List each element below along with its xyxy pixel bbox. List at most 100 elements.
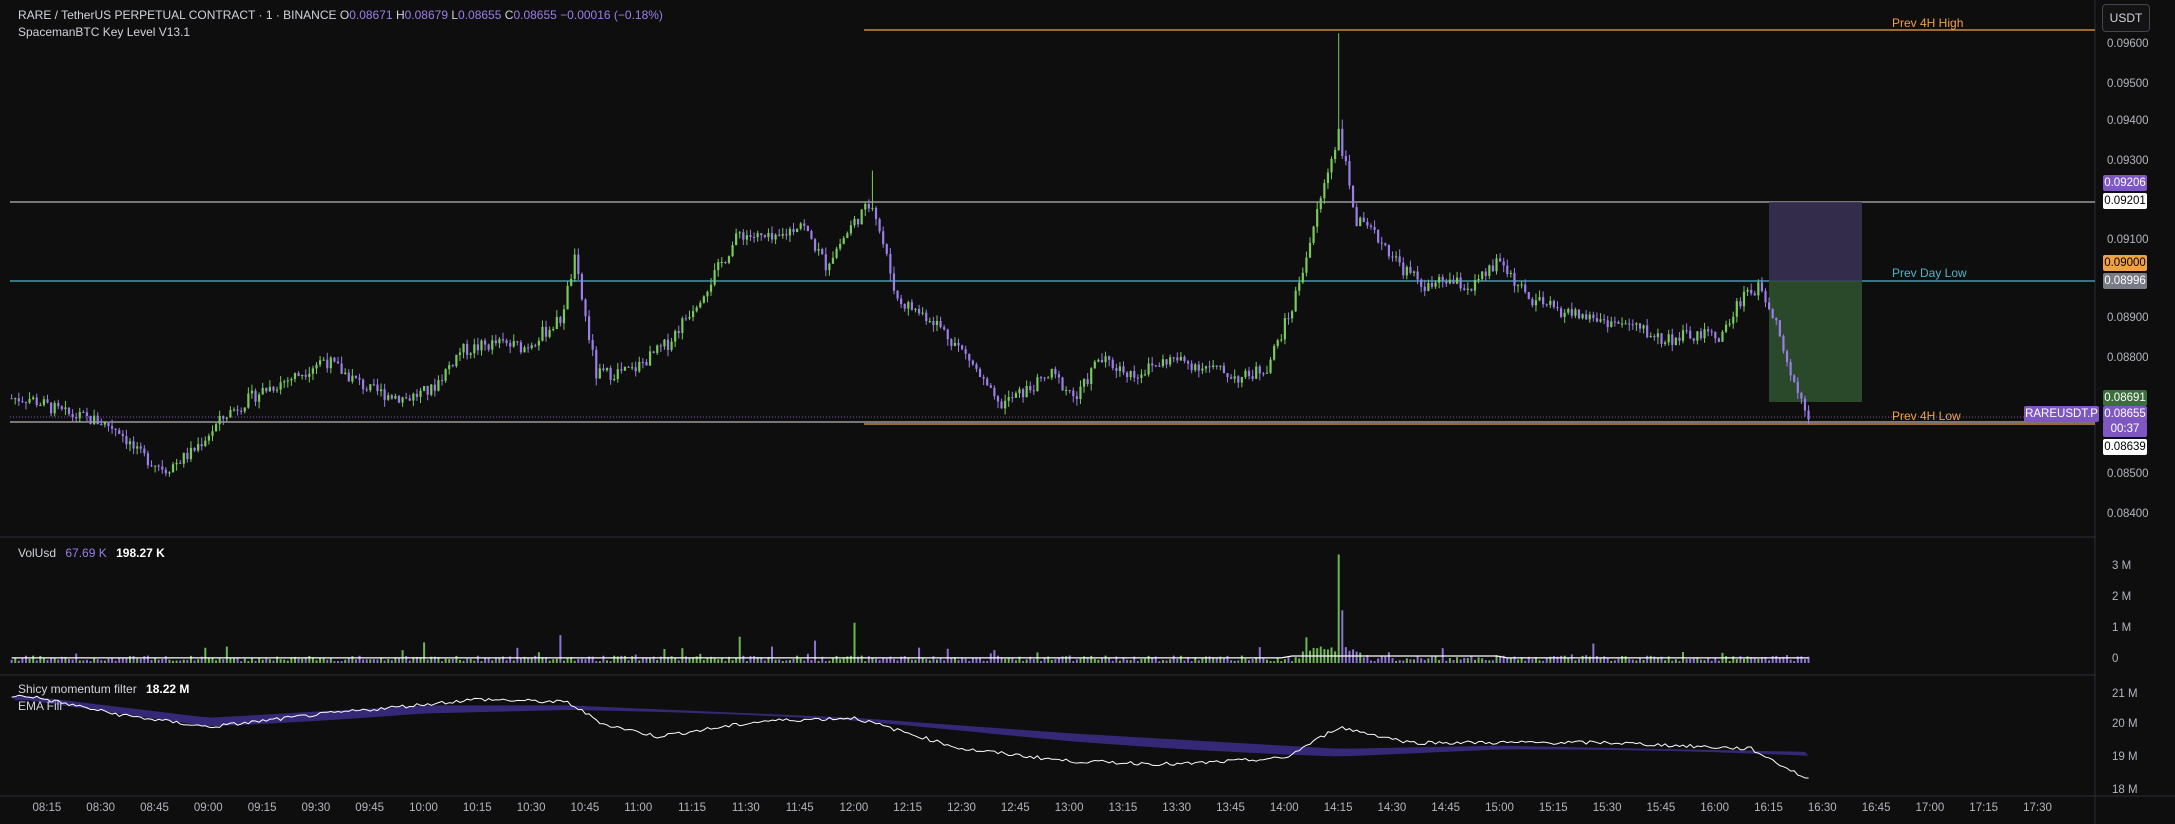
candle-body <box>813 239 817 251</box>
candle-body <box>1703 329 1706 339</box>
candle-body <box>971 360 974 365</box>
candle-body <box>57 402 60 407</box>
candle-body <box>1473 280 1477 291</box>
volume-bar <box>788 660 791 663</box>
volume-bar <box>1549 656 1552 663</box>
candle-body <box>179 462 182 464</box>
candle-body <box>1423 286 1426 291</box>
ema-fill-band <box>11 696 1809 757</box>
volume-bar <box>383 660 386 663</box>
volume-bar <box>369 659 372 663</box>
candle-body <box>602 368 605 371</box>
volume-bar <box>10 659 13 663</box>
candle-body <box>756 233 759 238</box>
volume-value-1: 67.69 K <box>65 546 107 560</box>
candle-body <box>530 345 533 349</box>
time-axis-label: 13:45 <box>1216 802 1245 814</box>
candle-body <box>372 384 375 386</box>
candle-body <box>24 401 28 403</box>
price-tag: 0.09206 <box>2103 175 2147 191</box>
candle-body <box>921 312 924 314</box>
candle-body <box>315 364 318 369</box>
candle-body <box>1068 390 1071 392</box>
volume-bar <box>570 657 573 663</box>
volume-bar <box>1004 658 1007 663</box>
candle-body <box>1122 366 1125 373</box>
momentum-legend[interactable]: Shicy momentum filter 18.22 M <box>18 682 189 696</box>
candle-body <box>75 416 78 419</box>
time-axis[interactable]: 08:15 08:30 08:45 09:00 09:15 09:30 09:45 10:00… <box>0 796 2175 824</box>
volume-bar <box>573 660 576 663</box>
volume-bar <box>1387 652 1390 663</box>
candle-body <box>1524 284 1527 292</box>
candle-body <box>1108 356 1111 360</box>
candle-body <box>1047 377 1050 379</box>
candle-body <box>451 365 454 367</box>
candle-body <box>1516 284 1520 286</box>
volume-bar <box>139 658 142 663</box>
candle-body <box>64 407 67 410</box>
time-axis-label: 10:00 <box>409 802 438 814</box>
volume-bar <box>1524 660 1527 663</box>
candle-body <box>792 229 795 232</box>
volume-bar <box>71 659 74 663</box>
volume-bar <box>250 657 253 663</box>
volume-bar <box>1635 660 1638 663</box>
volume-bar <box>211 658 214 663</box>
candle-body <box>501 339 505 341</box>
volume-bar <box>189 655 192 663</box>
currency-button[interactable]: USDT <box>2102 4 2150 32</box>
volume-bar <box>1337 554 1340 663</box>
candle-body <box>1251 376 1254 379</box>
candle-body <box>688 316 691 319</box>
volume-bar <box>1151 657 1154 663</box>
volume-bar <box>961 657 964 663</box>
volume-bar <box>1438 660 1441 663</box>
candle-body <box>85 412 89 416</box>
volume-bar <box>1459 659 1462 663</box>
candle-body <box>1362 217 1365 222</box>
volume-bar <box>1147 655 1150 663</box>
candle-body <box>939 320 942 328</box>
candle-body <box>1760 282 1764 292</box>
candle-body <box>544 326 548 337</box>
time-axis-label: 14:00 <box>1269 802 1299 814</box>
candle-body <box>311 368 315 374</box>
volume-bar <box>1570 654 1573 663</box>
volume-bar <box>1258 647 1261 663</box>
volume-bar <box>710 656 713 663</box>
candle-body <box>383 389 386 400</box>
volume-bar <box>1154 656 1157 663</box>
candle-body <box>1201 368 1204 371</box>
candle-body <box>14 398 17 400</box>
volume-bar <box>555 658 558 663</box>
candle-body <box>358 377 361 380</box>
volume-bar <box>1420 658 1423 663</box>
candle-body <box>1649 336 1652 338</box>
volume-bar <box>892 658 895 663</box>
volume-bar <box>1581 655 1584 663</box>
volume-legend[interactable]: VolUsd 67.69 K 198.27 K <box>18 546 165 560</box>
volume-bar <box>315 660 318 663</box>
candle-body <box>207 435 210 441</box>
volume-bar <box>1445 660 1448 663</box>
volume-bar <box>939 658 942 663</box>
volume-bar <box>1158 661 1161 663</box>
candle-body <box>1499 258 1502 262</box>
volume-bar <box>566 657 569 663</box>
volume-bar <box>53 658 56 663</box>
candle-body <box>1308 242 1312 258</box>
volume-bar <box>724 660 727 663</box>
indicator-title[interactable]: SpacemanBTC Key Level V13.1 <box>18 25 191 39</box>
volume-bar <box>1348 650 1351 663</box>
time-axis-label: 13:30 <box>1162 802 1192 814</box>
volume-bar <box>666 656 669 663</box>
candle-body <box>1724 324 1728 332</box>
candle-body <box>390 395 393 399</box>
candle-body <box>961 345 964 350</box>
volume-bar <box>168 659 171 663</box>
candle-body <box>512 341 515 347</box>
candle-body <box>509 343 512 347</box>
candle-body <box>1739 301 1742 307</box>
